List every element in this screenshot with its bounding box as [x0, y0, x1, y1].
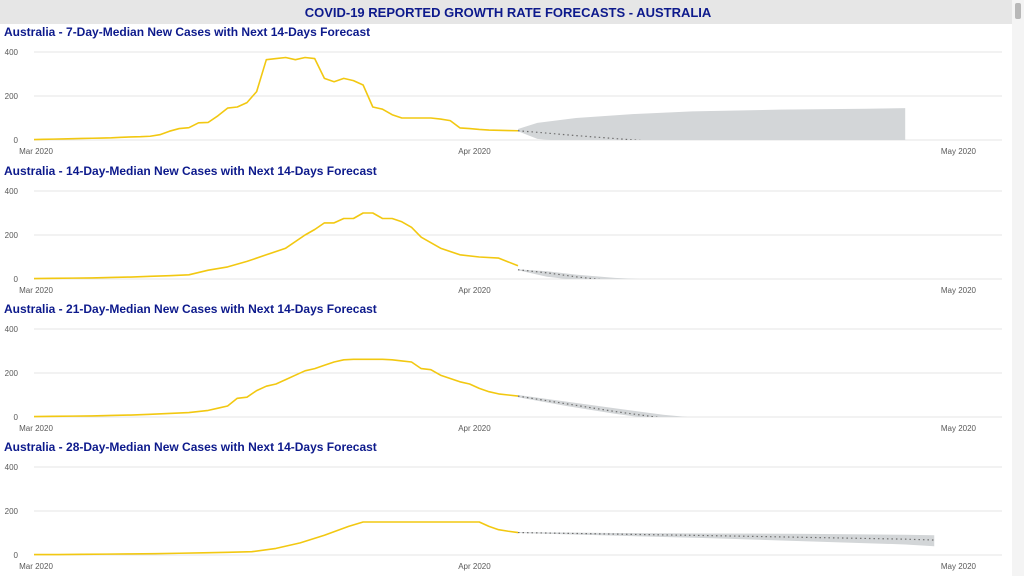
vertical-scrollbar[interactable]	[1012, 0, 1024, 576]
chart-canvas: 0 200 400 Mar 2020 Apr 2020 May 2020	[5, 463, 1002, 571]
forecast-median-line	[517, 395, 660, 417]
forecast-group	[517, 395, 688, 417]
x-tick-label: Apr 2020	[458, 424, 491, 433]
x-tick-label: Mar 2020	[19, 424, 53, 433]
y-tick-label: 0	[14, 413, 19, 422]
x-tick-label: Apr 2020	[458, 147, 491, 156]
y-tick-label: 200	[5, 231, 19, 240]
forecast-band	[518, 108, 906, 140]
y-tick-label: 0	[14, 275, 19, 284]
y-tick-label: 400	[5, 325, 19, 334]
forecast-group	[517, 108, 906, 140]
x-tick-label: Mar 2020	[19, 147, 53, 156]
chart-panel-7-day: Australia - 7-Day-Median New Cases with …	[0, 24, 1012, 162]
x-tick-label: Apr 2020	[458, 562, 491, 571]
chart-title: Australia - 21-Day-Median New Cases with…	[4, 302, 377, 316]
page-title: COVID-19 REPORTED GROWTH RATE FORECASTS …	[304, 5, 712, 20]
y-tick-label: 200	[5, 369, 19, 378]
chart-panel-14-day: Australia - 14-Day-Median New Cases with…	[0, 163, 1012, 301]
chart-title: Australia - 7-Day-Median New Cases with …	[4, 25, 371, 39]
chart-panel-21-day: Australia - 21-Day-Median New Cases with…	[0, 301, 1012, 439]
chart-canvas: 0 200 400 Mar 2020 Apr 2020 May 2020	[5, 325, 1002, 433]
scrollbar-thumb[interactable]	[1015, 3, 1021, 19]
y-tick-label: 400	[5, 463, 19, 472]
forecast-group	[517, 531, 935, 547]
x-tick-label: May 2020	[941, 286, 977, 295]
x-tick-label: Mar 2020	[19, 286, 53, 295]
x-tick-label: Mar 2020	[19, 562, 53, 571]
y-tick-label: 0	[14, 136, 19, 145]
chart-canvas: 0 200 400 Mar 2020 Apr 2020 May 2020	[5, 187, 1002, 295]
chart-canvas: 0 200 400 Mar 2020 Apr 2020 May 2020	[5, 48, 1002, 156]
series-line	[33, 212, 519, 280]
x-tick-label: Apr 2020	[458, 286, 491, 295]
header-bar: COVID-19 REPORTED GROWTH RATE FORECASTS …	[0, 0, 1024, 24]
forecast-band	[518, 269, 639, 279]
forecast-group	[517, 269, 639, 279]
y-tick-label: 200	[5, 92, 19, 101]
y-tick-label: 400	[5, 48, 19, 57]
forecast-median-line	[517, 531, 935, 541]
chart-title: Australia - 28-Day-Median New Cases with…	[4, 440, 377, 454]
chart-title: Australia - 14-Day-Median New Cases with…	[4, 164, 377, 178]
series-line	[33, 56, 519, 141]
forecast-band	[518, 532, 935, 547]
x-tick-label: May 2020	[941, 147, 977, 156]
x-tick-label: May 2020	[941, 562, 977, 571]
y-tick-label: 0	[14, 551, 19, 560]
x-tick-label: May 2020	[941, 424, 977, 433]
chart-panel-28-day: Australia - 28-Day-Median New Cases with…	[0, 439, 1012, 577]
series-line	[34, 521, 519, 556]
series-line	[33, 358, 519, 418]
y-tick-label: 400	[5, 187, 19, 196]
y-tick-label: 200	[5, 507, 19, 516]
forecast-band	[518, 395, 688, 417]
